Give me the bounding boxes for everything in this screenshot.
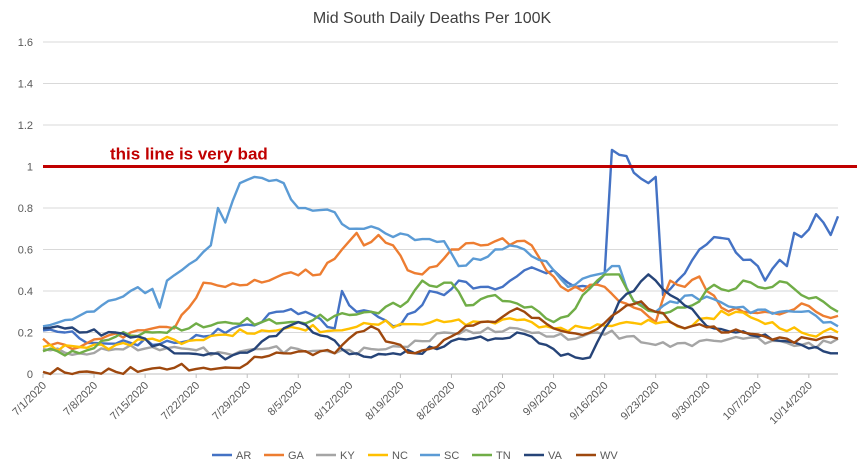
y-tick-label: 1.2: [18, 120, 33, 132]
legend-label-sc: SC: [444, 450, 459, 462]
x-tick-label: 9/16/2020: [568, 380, 611, 423]
y-tick-label: 1: [27, 162, 33, 174]
series-lines: [42, 148, 840, 376]
x-tick-label: 8/26/2020: [414, 380, 457, 423]
y-axis: 0 0.2 0.4 0.6 0.8 1 1.2 1.4 1.6: [18, 37, 33, 381]
chart-title: Mid South Daily Deaths Per 100K: [313, 10, 552, 27]
x-tick-label: 9/2/2020: [470, 380, 509, 419]
x-tick-label: 9/23/2020: [619, 380, 662, 423]
x-tick-label: 7/1/2020: [10, 380, 49, 419]
series-line-va: [42, 273, 838, 361]
x-tick-label: 10/14/2020: [768, 380, 815, 427]
x-tick-label: 8/19/2020: [363, 380, 406, 423]
y-tick-label: 0.2: [18, 328, 33, 340]
reference-line-label: this line is very bad: [110, 145, 268, 164]
series-line-nc: [42, 309, 839, 352]
y-tick-label: 1.4: [18, 79, 33, 91]
x-tick-label: 9/9/2020: [521, 380, 560, 419]
series-line-ar: [42, 148, 840, 347]
series-line-ky: [42, 326, 839, 357]
grid-lines: [43, 41, 838, 375]
y-tick-label: 0.8: [18, 203, 33, 215]
x-tick-label: 7/15/2020: [108, 380, 151, 423]
series-line-tn: [42, 273, 839, 357]
legend-label-wv: WV: [600, 450, 618, 462]
x-tick-label: 7/22/2020: [159, 380, 202, 423]
x-tick-label: 7/29/2020: [210, 380, 253, 423]
x-tick-label: 7/8/2020: [61, 380, 100, 419]
legend-label-ga: GA: [288, 450, 305, 462]
series-line-wv: [42, 300, 839, 376]
legend: AR GA KY NC SC TN VA WV: [212, 450, 618, 462]
y-tick-label: 0.6: [18, 245, 33, 257]
legend-label-tn: TN: [496, 450, 511, 462]
legend-label-nc: NC: [392, 450, 408, 462]
x-tick-label: 8/12/2020: [312, 380, 355, 423]
x-tick-label: 8/5/2020: [266, 380, 305, 419]
x-tick-label: 9/30/2020: [670, 380, 713, 423]
y-tick-label: 0: [27, 369, 33, 381]
series-line-sc: [42, 175, 839, 328]
legend-label-va: VA: [548, 450, 563, 462]
y-tick-label: 1.6: [18, 37, 33, 49]
legend-label-ar: AR: [236, 450, 251, 462]
x-axis: 7/1/2020 7/8/2020 7/15/2020 7/22/2020 7/29/2…: [10, 374, 815, 427]
x-tick-label: 10/7/2020: [721, 380, 764, 423]
y-tick-label: 0.4: [18, 286, 33, 298]
reference-line-group: this line is very bad: [43, 145, 857, 168]
legend-label-ky: KY: [340, 450, 355, 462]
